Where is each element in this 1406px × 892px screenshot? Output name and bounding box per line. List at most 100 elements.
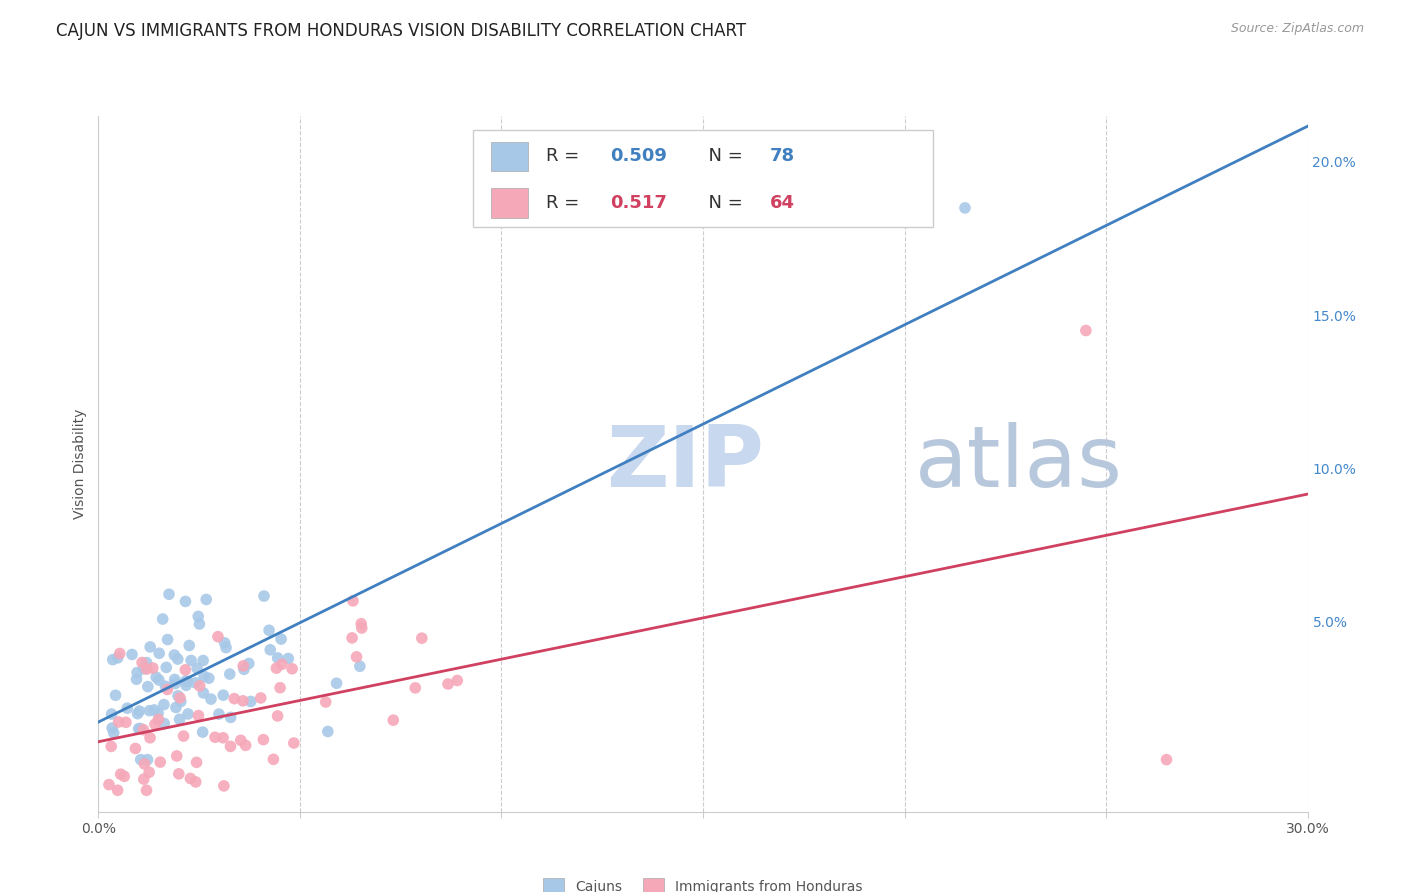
Point xyxy=(325,676,347,690)
Point xyxy=(143,703,166,717)
Text: N =: N = xyxy=(697,194,748,212)
Point xyxy=(186,756,208,770)
Point xyxy=(148,673,170,687)
Point xyxy=(110,767,132,781)
Point xyxy=(239,694,262,708)
Point xyxy=(232,694,254,708)
Point xyxy=(259,642,281,657)
Point xyxy=(269,681,291,695)
Point xyxy=(350,621,373,635)
Point xyxy=(174,594,197,608)
Text: CAJUN VS IMMIGRANTS FROM HONDURAS VISION DISABILITY CORRELATION CHART: CAJUN VS IMMIGRANTS FROM HONDURAS VISION… xyxy=(56,22,747,40)
Point xyxy=(207,630,229,644)
Point xyxy=(249,690,271,705)
Point xyxy=(212,688,235,702)
Point xyxy=(131,656,153,670)
Point xyxy=(200,692,222,706)
Point xyxy=(184,775,207,789)
Point xyxy=(188,617,211,632)
Text: atlas: atlas xyxy=(915,422,1122,506)
Point xyxy=(135,656,157,670)
Point xyxy=(198,671,221,685)
Point xyxy=(132,772,155,786)
Point xyxy=(127,665,149,680)
Point xyxy=(132,662,155,676)
Point xyxy=(953,201,976,215)
Point xyxy=(283,736,305,750)
Point xyxy=(204,731,226,745)
Point xyxy=(176,674,198,689)
Point xyxy=(127,706,149,721)
Text: R =: R = xyxy=(546,147,591,165)
Point xyxy=(253,589,276,603)
Point xyxy=(100,739,122,754)
Point xyxy=(167,767,190,781)
Point xyxy=(184,676,207,690)
Point xyxy=(404,681,426,695)
Point xyxy=(382,713,405,727)
Point xyxy=(107,714,129,729)
Point xyxy=(163,648,186,662)
Point xyxy=(108,647,131,661)
Point xyxy=(165,700,187,714)
Point xyxy=(411,631,433,645)
Point xyxy=(349,659,371,673)
Bar xyxy=(492,142,527,170)
Point xyxy=(271,657,294,672)
Point xyxy=(152,612,174,626)
Point xyxy=(446,673,468,688)
Point xyxy=(148,713,170,727)
Text: 64: 64 xyxy=(769,194,794,212)
Point xyxy=(188,679,211,693)
Point xyxy=(212,779,235,793)
Point xyxy=(170,694,193,708)
Point xyxy=(117,701,139,715)
Point xyxy=(107,783,129,797)
Point xyxy=(174,663,197,677)
Point xyxy=(136,680,159,694)
Point xyxy=(219,710,242,724)
Point xyxy=(145,670,167,684)
Point xyxy=(157,587,180,601)
Bar xyxy=(474,130,932,227)
Point xyxy=(177,706,200,721)
Point xyxy=(437,677,460,691)
Point xyxy=(257,624,280,638)
Point xyxy=(128,722,150,736)
Point xyxy=(350,616,373,631)
Text: 78: 78 xyxy=(769,147,794,165)
Point xyxy=(125,672,148,686)
Point xyxy=(1074,324,1097,338)
Text: 0.509: 0.509 xyxy=(610,147,666,165)
Point xyxy=(179,639,201,653)
Point xyxy=(193,669,215,683)
Point xyxy=(100,706,122,721)
Point xyxy=(97,778,120,792)
Point xyxy=(139,640,162,654)
Point xyxy=(134,756,156,771)
Point xyxy=(128,704,150,718)
Point xyxy=(208,707,231,722)
Point xyxy=(167,689,190,703)
Legend: Cajuns, Immigrants from Honduras: Cajuns, Immigrants from Honduras xyxy=(543,879,863,892)
Point xyxy=(169,690,191,705)
Point xyxy=(101,721,124,735)
Bar xyxy=(492,188,527,218)
Point xyxy=(112,769,135,783)
Point xyxy=(252,732,274,747)
Point xyxy=(156,632,179,647)
Point xyxy=(232,659,254,673)
Text: ZIP: ZIP xyxy=(606,422,763,506)
Point xyxy=(193,686,215,700)
Point xyxy=(166,652,188,666)
Point xyxy=(180,653,202,667)
Point xyxy=(214,636,236,650)
Point xyxy=(155,679,177,693)
Point xyxy=(139,731,162,745)
Point xyxy=(138,704,160,718)
Text: 0.517: 0.517 xyxy=(610,194,666,212)
Point xyxy=(229,733,252,747)
Point xyxy=(277,651,299,665)
Point xyxy=(346,649,368,664)
Point xyxy=(262,752,284,766)
